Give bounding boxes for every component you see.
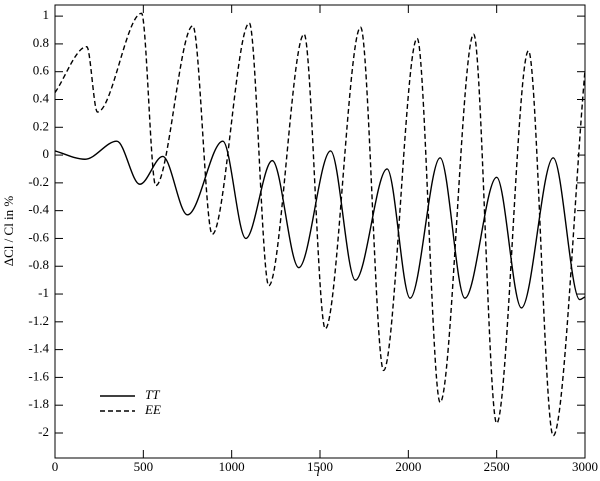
- x-axis-label: l: [316, 464, 320, 479]
- y-tick-label: -1.2: [28, 313, 49, 328]
- y-tick-label: 0.8: [33, 35, 49, 50]
- y-tick-label: -1.8: [28, 396, 49, 411]
- x-tick-label: 3000: [572, 459, 598, 474]
- y-tick-label: 1: [43, 7, 50, 22]
- x-tick-label: 1000: [219, 459, 245, 474]
- legend-label: TT: [145, 387, 160, 402]
- y-tick-label: -0.8: [28, 257, 49, 272]
- y-tick-label: 0.6: [33, 63, 50, 78]
- x-tick-label: 0: [52, 459, 59, 474]
- y-tick-label: 0: [43, 146, 50, 161]
- line-series: [54, 12, 586, 437]
- y-tick-label: -1.6: [28, 368, 49, 383]
- x-tick-label: 500: [134, 459, 154, 474]
- y-tick-label: -0.6: [28, 229, 49, 244]
- x-tick-label: 1500: [307, 459, 333, 474]
- y-tick-label: -0.4: [28, 202, 49, 217]
- y-tick-label: -2: [38, 424, 49, 439]
- x-tick-label: 2000: [395, 459, 421, 474]
- y-tick-label: 0.4: [33, 90, 50, 105]
- plot-frame: [54, 4, 586, 459]
- y-axis-label: ΔCl / Cl in %: [1, 196, 16, 267]
- y-tick-label: -1.4: [28, 341, 49, 356]
- y-tick-label: -0.2: [28, 174, 49, 189]
- legend-label: EE: [144, 402, 161, 417]
- line-series: [54, 140, 586, 309]
- y-tick-label: -1: [38, 285, 49, 300]
- y-tick-label: 0.2: [33, 118, 49, 133]
- x-tick-label: 2500: [484, 459, 510, 474]
